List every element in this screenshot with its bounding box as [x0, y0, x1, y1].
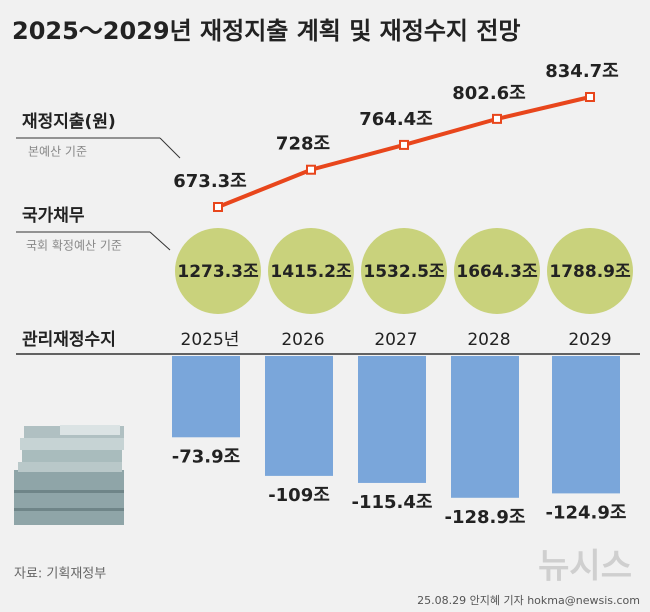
- bar: [172, 356, 240, 438]
- value-label: -109조: [268, 485, 330, 506]
- debt-circle: [454, 228, 540, 314]
- value-label: -124.9조: [546, 502, 627, 523]
- credit: 25.08.29 안지혜 기자 hokma@newsis.com: [417, 594, 640, 607]
- value-label: 1532.5조: [363, 262, 445, 282]
- value-label: 1664.3조: [456, 262, 538, 282]
- debt-circle: [361, 228, 447, 314]
- x-tick-label: 2029: [568, 330, 611, 350]
- x-tick-label: 2028: [467, 330, 510, 350]
- underline: [149, 231, 171, 251]
- value-label: 1415.2조: [270, 262, 352, 282]
- value-label: 1788.9조: [549, 262, 631, 282]
- bar: [265, 356, 333, 476]
- debt-circle: [547, 228, 633, 314]
- bar-label: 관리재정수지: [22, 330, 116, 350]
- value-label: 834.7조: [545, 61, 619, 82]
- value-label: 1273.3조: [177, 262, 259, 282]
- value-label: -73.9조: [172, 446, 240, 467]
- title: 2025～2029년 재정지출 계획 및 재정수지 전망: [12, 17, 521, 45]
- bar: [552, 356, 620, 494]
- underline: [159, 137, 181, 159]
- marker: [492, 113, 502, 124]
- debt-circle: [175, 228, 261, 314]
- source: 자료: 기획재정부: [14, 567, 106, 582]
- value-label: -115.4조: [352, 492, 433, 513]
- value-label: 728조: [276, 134, 330, 155]
- debt-circle: [268, 228, 354, 314]
- money-illustration: [14, 425, 124, 525]
- value-label: 802.6조: [452, 83, 526, 104]
- value-label: -128.9조: [445, 507, 526, 528]
- bar: [451, 356, 519, 498]
- x-tick-label: 2026: [281, 330, 324, 350]
- marker: [213, 202, 223, 212]
- circle-note: 국회 확정예산 기준: [26, 239, 122, 253]
- bar: [358, 356, 426, 483]
- marker: [585, 92, 595, 102]
- x-tick-label: 2027: [374, 330, 417, 350]
- value-label: 673.3조: [173, 171, 247, 192]
- line-label: 재정지출(원): [22, 112, 116, 132]
- marker: [399, 139, 409, 150]
- value-label: 764.4조: [359, 109, 433, 130]
- line-note: 본예산 기준: [28, 145, 87, 159]
- circle-label: 국가채무: [22, 206, 85, 226]
- x-tick-label: 2025년: [181, 330, 240, 350]
- logo: 뉴시스: [538, 547, 632, 587]
- marker: [306, 164, 316, 175]
